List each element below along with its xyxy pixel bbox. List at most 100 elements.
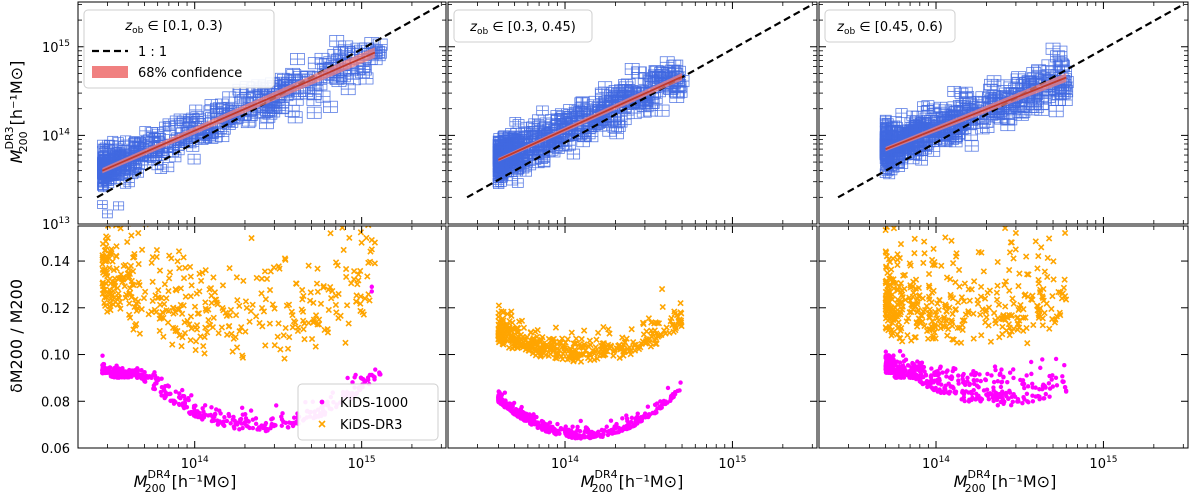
kids-dr3-point [130, 214, 135, 219]
kids-dr3-point [677, 309, 684, 316]
kids-1000-point [281, 419, 286, 425]
legend-kids-1000-label: KiDS-1000 [340, 396, 408, 411]
mass-marker-errorbar [609, 127, 624, 139]
kids-dr3-point [230, 335, 237, 342]
kids-1000-point [645, 404, 651, 409]
kids-1000-point [231, 414, 236, 420]
mass-marker-errorbar [576, 136, 590, 147]
kids-1000-point [178, 395, 183, 401]
kids-1000-point [168, 398, 173, 404]
bottom-x-ticks: 1014 1015 [77, 226, 442, 472]
kids-dr3-point [293, 280, 300, 287]
mass-marker-errorbar [554, 114, 567, 125]
kids-1000-point [215, 418, 220, 423]
kids-dr3-point [357, 267, 364, 275]
kids-1000-point [542, 427, 548, 432]
kids-dr3-point [594, 355, 601, 362]
mass-marker-errorbar [298, 85, 313, 97]
mass-marker-errorbar [655, 105, 670, 117]
y-tick-label: 1014 [42, 127, 70, 144]
kids-1000-point [180, 387, 185, 393]
kids-dr3-point [100, 283, 107, 290]
kids-dr3-point [110, 287, 117, 295]
kids-dr3-point [112, 252, 120, 259]
kids-dr3-point [354, 280, 361, 288]
kids-dr3-point [270, 264, 278, 271]
kids-dr3-point [182, 264, 189, 271]
mass-marker-errorbar [285, 105, 300, 117]
kids-dr3-point [527, 342, 535, 349]
kids-dr3-point [280, 332, 287, 339]
kids-dr3-point [315, 321, 323, 328]
kids-dr3-point [193, 322, 201, 329]
mass-marker-errorbar [213, 102, 227, 114]
mass-marker-errorbar [357, 63, 372, 76]
kids-1000-point [114, 373, 119, 378]
kids-1000-point [250, 425, 256, 431]
mass-marker-errorbar [625, 63, 640, 75]
kids-1000-point [250, 417, 256, 422]
kids-dr3-point [658, 285, 666, 293]
kids-1000-point [156, 377, 161, 383]
kids-dr3-point [365, 259, 372, 266]
kids-dr3-point [317, 300, 325, 308]
mass-marker-errorbar [100, 158, 111, 167]
kids-dr3-point [358, 239, 365, 246]
kids-dr3-point [160, 314, 167, 322]
mass-marker-errorbar [193, 113, 206, 124]
kids-1000-point [159, 384, 165, 390]
mass-marker-errorbar [496, 173, 508, 183]
kids-1000-point [555, 421, 560, 427]
kids-dr3-point [108, 218, 113, 223]
legend-kids-dr3-label: KiDS-DR3 [340, 418, 402, 433]
mass-marker-errorbar [97, 200, 108, 209]
kids-dr3-point [194, 215, 199, 220]
kids-dr3-point [508, 325, 515, 332]
mass-marker-errorbar [259, 117, 274, 129]
mass-marker-errorbar [509, 117, 521, 127]
kids-dr3-point [333, 309, 340, 316]
kids-dr3-point [651, 327, 658, 334]
kids-dr3-point [504, 310, 511, 318]
mass-marker-errorbar [327, 49, 342, 61]
kids-dr3-point [165, 287, 172, 295]
kids-dr3-point [141, 288, 149, 295]
kids-dr3-point [301, 336, 308, 343]
kids-dr3-point [366, 297, 373, 304]
kids-1000-point [508, 403, 513, 409]
kids-1000-point [621, 426, 627, 432]
kids-dr3-point [236, 328, 243, 335]
kids-dr3-point [261, 268, 269, 275]
mass-marker-errorbar [341, 83, 356, 95]
kids-1000-point [362, 379, 367, 384]
kids-dr3-point [160, 333, 167, 340]
kids-1000-point [158, 389, 164, 395]
kids-1000-point [102, 366, 107, 371]
legend-band-swatch [92, 66, 128, 78]
kids-dr3-point [501, 322, 508, 329]
kids-dr3-point [666, 329, 673, 337]
kids-dr3-point [186, 263, 194, 271]
mass-marker-errorbar [624, 85, 639, 97]
kids-dr3-point [234, 297, 241, 304]
kids-dr3-point [332, 259, 340, 266]
mass-marker-errorbar [602, 125, 617, 137]
kids-dr3-point [288, 206, 293, 211]
kids-dr3-point [107, 250, 115, 258]
kids-1000-point [608, 418, 614, 423]
kids-dr3-point [512, 340, 519, 348]
mass-marker-errorbar [330, 73, 345, 85]
mass-marker-errorbar [510, 134, 522, 143]
kids-dr3-point [165, 307, 172, 315]
kids-1000-point [101, 361, 107, 367]
kids-dr3-point [643, 336, 650, 343]
mass-marker-errorbar [355, 66, 370, 78]
kids-1000-point [639, 418, 644, 424]
kids-dr3-point [353, 298, 360, 305]
kids-dr3-point [194, 310, 201, 317]
mass-marker-errorbar [184, 116, 197, 127]
kids-1000-point [173, 389, 178, 394]
kids-dr3-point [178, 310, 186, 317]
kids-dr3-point [335, 290, 342, 298]
